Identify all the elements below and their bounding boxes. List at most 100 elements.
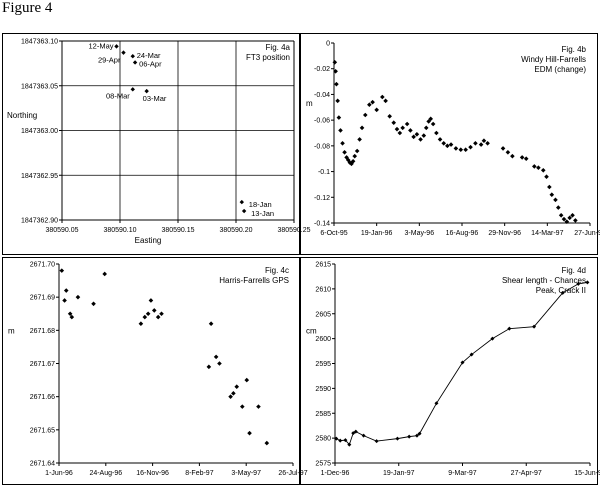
data-point	[468, 144, 473, 150]
point-label: 12-May	[89, 41, 114, 50]
data-point	[351, 431, 356, 436]
y-tick-label: 1847363.05	[21, 83, 58, 90]
data-point	[59, 268, 65, 273]
data-point	[148, 298, 154, 303]
y-tick-label: -0.06	[314, 118, 330, 125]
y-tick-label: 2671.67	[30, 361, 55, 368]
data-point	[350, 158, 356, 164]
chart-subtitle: Windy Hill-Farrells	[521, 55, 586, 64]
data-point	[434, 401, 439, 406]
x-tick-label: 3-May-96	[405, 230, 435, 237]
data-point	[485, 140, 490, 146]
y-tick-label: -0.08	[314, 143, 330, 150]
data-point	[344, 155, 349, 160]
data-point	[208, 321, 214, 326]
data-point	[434, 130, 439, 136]
data-point	[505, 149, 511, 155]
data-point	[426, 119, 431, 124]
data-point	[151, 308, 157, 313]
data-point	[519, 155, 525, 160]
data-point	[490, 336, 495, 341]
chart-title: Fig. 4c	[265, 266, 289, 275]
data-point	[370, 99, 375, 105]
y-axis-label: Northing	[7, 111, 37, 120]
data-point	[567, 215, 572, 221]
data-point	[338, 438, 343, 443]
data-point	[428, 116, 434, 122]
data-point	[408, 128, 413, 133]
data-point	[340, 140, 345, 146]
data-point	[437, 137, 443, 142]
data-point	[383, 98, 388, 104]
x-tick-label: 6-Oct-95	[320, 230, 347, 237]
y-tick-label: 1847362.90	[21, 218, 58, 225]
data-point	[130, 54, 135, 59]
data-point	[463, 147, 468, 153]
panel-4d: 1-Dec-96 19-Jan-97 9-Mar-97 27-Apr-97 15-Jun…	[300, 257, 600, 485]
x-tick-label: 1-Dec-96	[321, 470, 350, 477]
point-label: 06-Apr	[139, 59, 162, 68]
data-point	[400, 125, 405, 131]
data-point	[380, 94, 385, 100]
y-axis-label: m	[306, 99, 313, 108]
x-tick-label: 27-Apr-97	[511, 470, 542, 477]
x-tick-label: 380590.20	[219, 227, 252, 234]
data-point	[418, 137, 423, 142]
data-point	[256, 404, 261, 409]
data-point	[510, 153, 515, 159]
data-point	[353, 429, 358, 434]
point-label: 24-Mar	[137, 51, 161, 60]
data-point	[145, 311, 151, 317]
x-tick-label: 27-Jun-97	[574, 230, 600, 237]
data-point	[556, 205, 561, 210]
panel-4c: 1-Jun-96 24-Aug-96 16-Nov-96 8-Feb-97 3-May-…	[2, 257, 308, 485]
data-point	[478, 142, 484, 147]
y-axis-label: m	[8, 327, 15, 336]
data-point	[334, 81, 339, 87]
data-point	[387, 113, 392, 119]
y-tick-label: 2600	[315, 336, 331, 343]
data-point	[347, 160, 353, 165]
data-point	[414, 131, 420, 137]
data-point	[558, 212, 564, 218]
x-tick-label: 1-Jun-96	[45, 470, 73, 477]
y-tick-label: 0	[326, 41, 330, 48]
y-tick-label: 2615	[315, 262, 331, 269]
x-tick-label: 3-May-97	[231, 470, 261, 477]
data-point	[395, 436, 400, 441]
data-point	[448, 142, 454, 147]
y-tick-label: 2671.68	[30, 328, 55, 335]
data-point	[336, 115, 342, 120]
chart-subtitle: Harris-Farrells GPS	[219, 276, 289, 285]
data-point	[142, 314, 148, 320]
data-point	[347, 442, 352, 447]
data-point	[102, 271, 107, 277]
data-point	[239, 199, 244, 205]
chart-subtitle: Shear length - Chances	[502, 276, 586, 285]
x-tick-label: 380590.25	[277, 227, 310, 234]
chart-subtitle: EDM (change)	[534, 65, 586, 74]
x-tick-label: 29-Nov-96	[488, 230, 521, 237]
data-point	[473, 140, 478, 146]
data-point	[547, 184, 552, 190]
y-tick-label: 2580	[315, 436, 331, 443]
data-point	[63, 288, 69, 293]
data-point	[404, 121, 410, 127]
data-point	[367, 102, 372, 108]
data-point	[453, 146, 459, 151]
data-point	[338, 128, 343, 133]
data-point	[343, 438, 348, 443]
panel-frame	[2, 33, 300, 255]
y-tick-label: -0.02	[314, 66, 330, 73]
y-tick-label: -0.14	[314, 221, 330, 228]
point-label: 03-Mar	[143, 94, 167, 103]
data-point	[560, 290, 565, 295]
x-tick-label: 24-Aug-96	[89, 470, 122, 477]
data-point	[69, 314, 75, 320]
data-point	[564, 219, 570, 225]
data-point	[144, 88, 149, 94]
y-tick-label: 2671.70	[30, 262, 55, 269]
x-tick-label: 15-Jun-97	[574, 470, 600, 477]
point-label: 08-Mar	[106, 91, 130, 100]
